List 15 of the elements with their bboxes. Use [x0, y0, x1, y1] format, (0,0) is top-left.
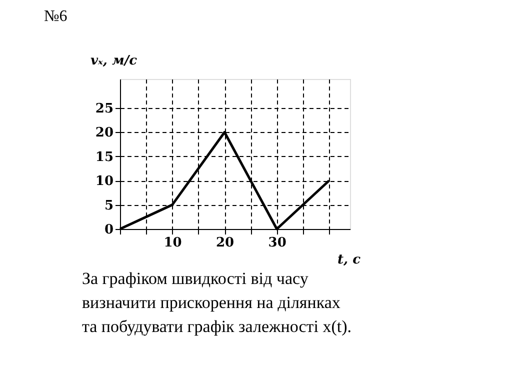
y-tick-label: 15: [95, 150, 114, 165]
text: визначити прискорення на ділянках: [82, 293, 341, 312]
y-tick-label: 10: [95, 174, 114, 190]
x-tick-label: 20: [216, 236, 234, 250]
y-tick-label: 25: [95, 102, 114, 117]
y-tick-label: 20: [95, 126, 114, 141]
x-axis-title: t, c: [338, 252, 361, 268]
text: За графіком швидкості від часу: [82, 269, 309, 288]
x-tick-label: 30: [268, 236, 286, 250]
y-axis-title: vₓ, м/с: [90, 54, 138, 68]
text: та побудувати графік залежності x(t).: [82, 317, 352, 336]
y-tick-label: 0: [104, 222, 114, 238]
x-tick-label: 10: [164, 236, 182, 250]
chart-title: №6: [44, 8, 68, 25]
y-tick-label: 5: [104, 198, 114, 214]
